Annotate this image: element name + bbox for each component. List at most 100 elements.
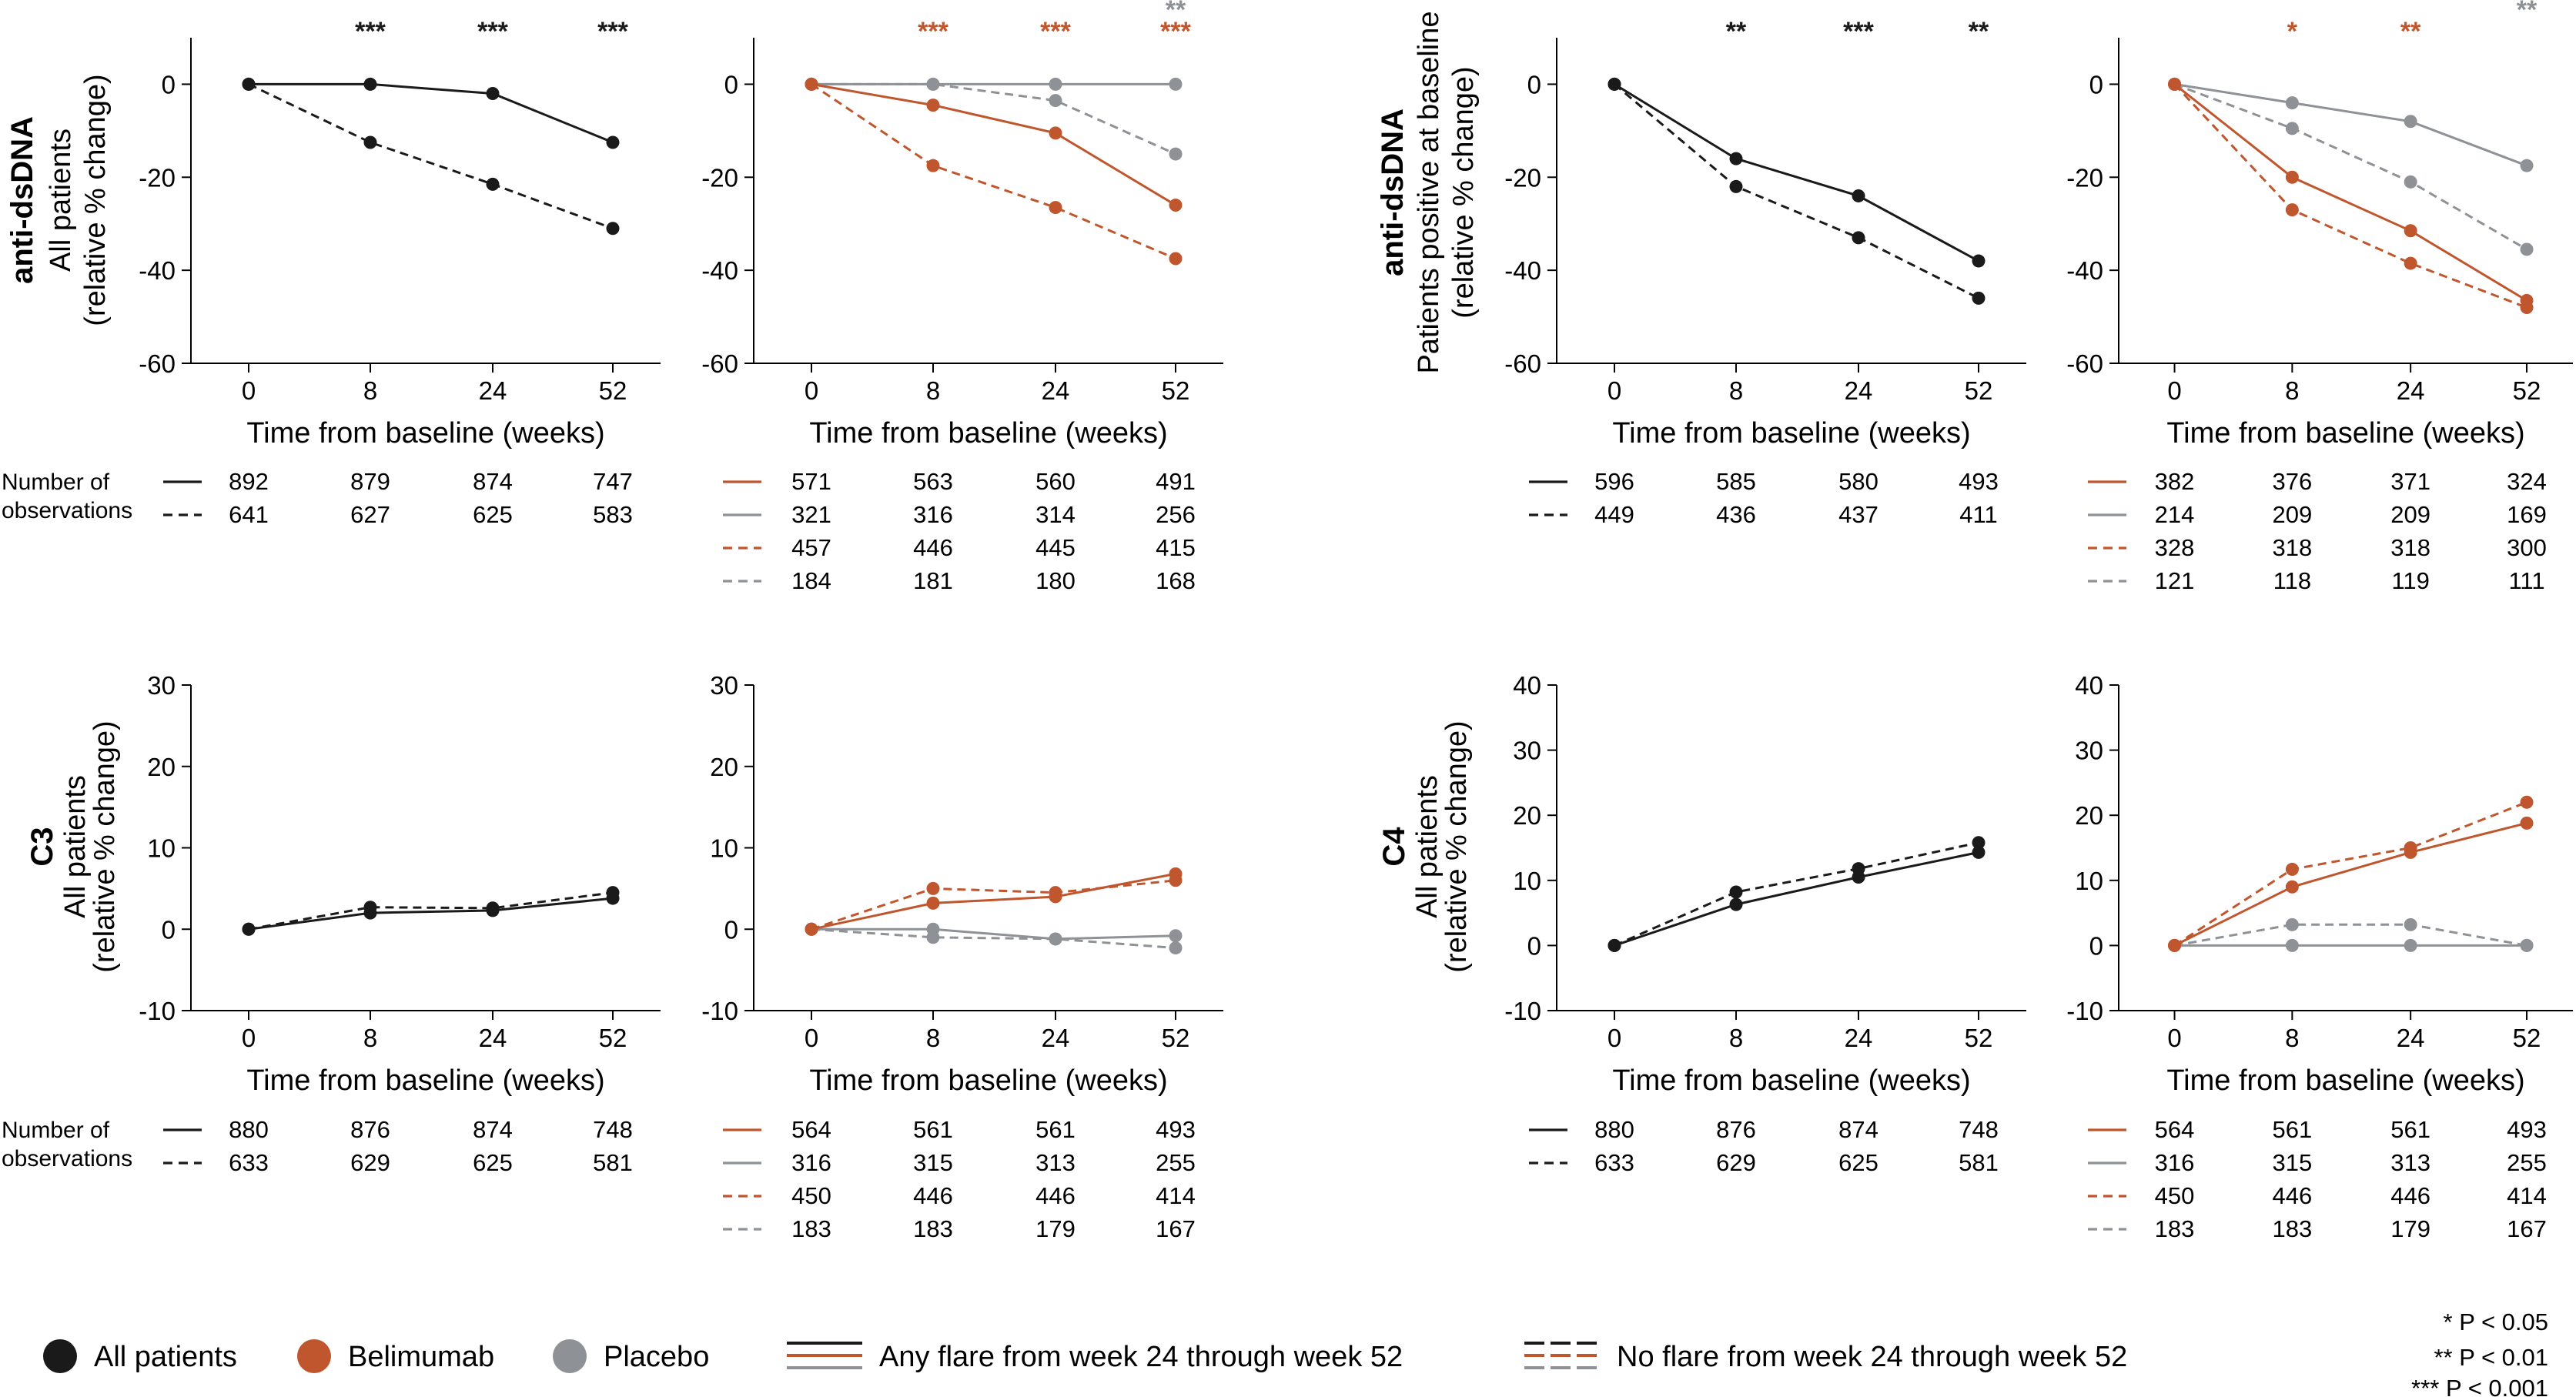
y-tick-label: 0 [1527,70,1541,99]
data-point [926,896,940,910]
observation-count: 892 [229,468,269,495]
observation-count: 181 [913,567,953,594]
chart-panel-c3-overall: 30 20 10 0 -10 0 8 24 52 Time from baseline (week… [139,671,661,1176]
x-tick-label: 0 [1607,376,1621,405]
observation-count: 625 [1838,1149,1878,1176]
data-point [1169,252,1183,266]
y-tick-label: 10 [2075,867,2103,895]
legend-dot-belimumab [297,1339,331,1373]
number-of-observations-label: Number of [2,470,110,495]
observation-count: 457 [791,534,831,561]
observation-count: 436 [1716,501,1756,528]
x-tick-label: 0 [2167,1024,2181,1052]
row-title: C3 [25,827,59,866]
y-tick-label: 20 [1513,801,1541,830]
y-tick-label: -20 [139,163,176,192]
data-point [2404,115,2417,129]
data-point [486,177,500,191]
data-point [2285,122,2299,135]
observation-count: 446 [1035,1182,1076,1209]
series-line [811,879,1176,931]
observation-count: 371 [2390,468,2430,495]
data-point [2404,256,2417,270]
row-title: anti-dsDNA [1376,109,1410,276]
data-point [2285,917,2299,931]
observation-count: 437 [1838,501,1878,528]
series-line [811,82,1176,206]
data-point [926,99,940,112]
y-tick-label: 30 [2075,737,2103,765]
x-tick-label: 24 [479,376,507,405]
number-of-observations-label: Number of [2,1118,110,1143]
data-point [1972,836,1986,850]
significance-mark: *** [1040,17,1071,46]
series-line [811,927,1176,941]
observation-count: 633 [229,1149,269,1176]
y-tick-label: 20 [2075,801,2103,830]
y-tick-label: -60 [139,349,176,378]
y-tick-label: 0 [2089,70,2103,99]
observation-count: 328 [2155,534,2195,561]
data-point [2520,242,2534,256]
observation-count: 121 [2155,567,2195,594]
x-tick-label: 24 [479,1024,507,1052]
observation-count: 321 [791,501,831,528]
y-tick-label: -60 [1504,349,1541,378]
chart-panels: 0 -20 -40 -60 0 8 24 52 Time from baseline (week… [2,0,2573,1242]
observation-count: 411 [1959,501,1997,528]
y-tick-label: 30 [1513,737,1541,765]
x-axis-title: Time from baseline (weeks) [246,417,604,450]
data-point [1169,874,1183,887]
series-line [2173,800,2527,947]
observation-count: 748 [593,1116,633,1143]
x-tick-label: 52 [599,1024,627,1052]
data-point [242,922,256,936]
number-of-observations-label: observations [2,1146,132,1171]
data-point [926,77,940,91]
y-tick-label: 0 [2089,931,2103,960]
x-axis-title: Time from baseline (weeks) [809,1064,1167,1097]
significance-mark: *** [355,17,386,46]
x-axis-title: Time from baseline (weeks) [1612,1064,1970,1097]
data-point [1169,929,1183,943]
y-tick-label: 0 [724,915,738,944]
series-line [811,82,1176,155]
series-line [1614,83,1979,299]
legend-label-belimumab: Belimumab [348,1341,494,1373]
significance-mark: ** [2517,0,2538,25]
x-tick-label: 52 [599,376,627,405]
p-value-key: * P < 0.05 [2444,1308,2548,1335]
observation-count: 450 [791,1182,831,1209]
series-line [811,872,1176,931]
data-point [2404,917,2417,931]
y-tick-label: 20 [710,753,738,781]
data-point [2168,938,2182,952]
observation-count: 641 [229,501,269,528]
observation-count: 119 [2391,567,2429,594]
x-tick-label: 0 [242,376,256,405]
x-tick-label: 24 [1042,376,1070,405]
data-point [1607,77,1621,91]
x-tick-label: 8 [1729,376,1743,405]
p-value-key: *** P < 0.001 [2411,1375,2548,1397]
x-tick-label: 8 [926,1024,940,1052]
observation-count: 493 [2507,1116,2547,1143]
data-point [926,931,940,944]
y-tick-label: 0 [1527,931,1541,960]
observation-count: 560 [1035,468,1076,495]
data-point [2285,170,2299,184]
chart-panel-c3-treatment: 30 20 10 0 -10 0 8 24 52 Time from baseline (week… [701,671,1223,1242]
data-point [1049,201,1062,215]
observation-count: 564 [2155,1116,2195,1143]
observation-count: 255 [1156,1149,1196,1176]
observation-count: 209 [2390,501,2430,528]
observation-count: 874 [473,1116,513,1143]
observation-count: 376 [2272,468,2312,495]
observation-count: 446 [2390,1182,2430,1209]
observation-count: 629 [1716,1149,1756,1176]
series-line [248,897,614,931]
data-point [2520,300,2534,314]
series-line [2174,923,2527,947]
y-tick-label: 40 [1513,671,1541,700]
data-point [2404,938,2417,952]
